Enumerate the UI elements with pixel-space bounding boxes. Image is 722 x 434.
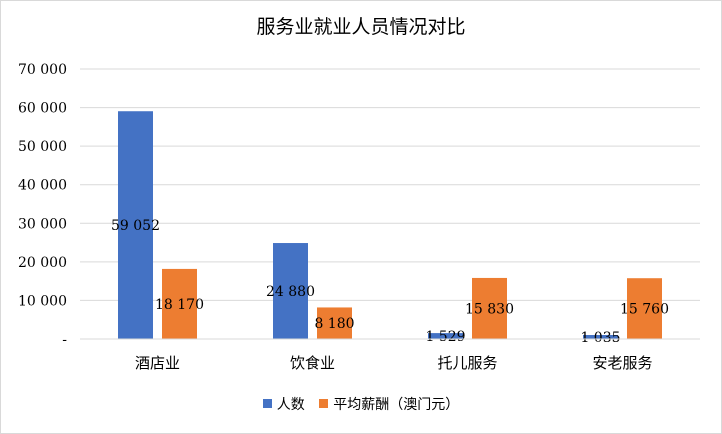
chart-legend: 人数 平均薪酬（澳门元） xyxy=(0,394,722,414)
legend-label-salary: 平均薪酬（澳门元） xyxy=(333,397,460,413)
bar xyxy=(273,243,308,339)
data-label: 1 035 xyxy=(580,330,620,346)
data-label: 15 830 xyxy=(465,301,514,317)
y-tick-label: 20 000 xyxy=(18,255,67,271)
y-tick-label: 30 000 xyxy=(18,216,67,232)
bar xyxy=(627,278,662,339)
data-label: 59 052 xyxy=(111,218,160,234)
data-label: 24 880 xyxy=(266,284,315,300)
data-label: 15 760 xyxy=(620,302,669,318)
bar xyxy=(118,111,153,339)
x-tick-label: 安老服务 xyxy=(592,354,652,372)
bar xyxy=(428,333,463,339)
bar xyxy=(162,268,197,339)
y-tick-label: 60 000 xyxy=(18,101,67,117)
y-tick-label: 50 000 xyxy=(18,139,67,155)
legend-item-people: 人数 xyxy=(262,394,305,414)
bar xyxy=(317,307,352,339)
legend-swatch-people xyxy=(262,399,272,408)
y-tick-label: - xyxy=(62,332,67,348)
chart-title: 服务业就业人员情况对比 xyxy=(256,16,466,38)
bar xyxy=(583,335,618,339)
bar xyxy=(472,277,507,339)
y-tick-label: 70 000 xyxy=(18,62,67,78)
data-label: 1 529 xyxy=(425,329,465,345)
legend-swatch-salary xyxy=(319,399,329,408)
data-label: 18 170 xyxy=(155,297,204,313)
x-tick-label: 酒店业 xyxy=(135,354,180,372)
y-tick-label: 10 000 xyxy=(18,293,67,309)
y-tick-label: 40 000 xyxy=(18,178,67,194)
x-tick-label: 饮食业 xyxy=(290,354,335,372)
legend-item-salary: 平均薪酬（澳门元） xyxy=(319,394,459,414)
legend-label-people: 人数 xyxy=(276,397,305,413)
data-label: 8 180 xyxy=(314,316,354,332)
x-tick-label: 托儿服务 xyxy=(437,354,497,372)
